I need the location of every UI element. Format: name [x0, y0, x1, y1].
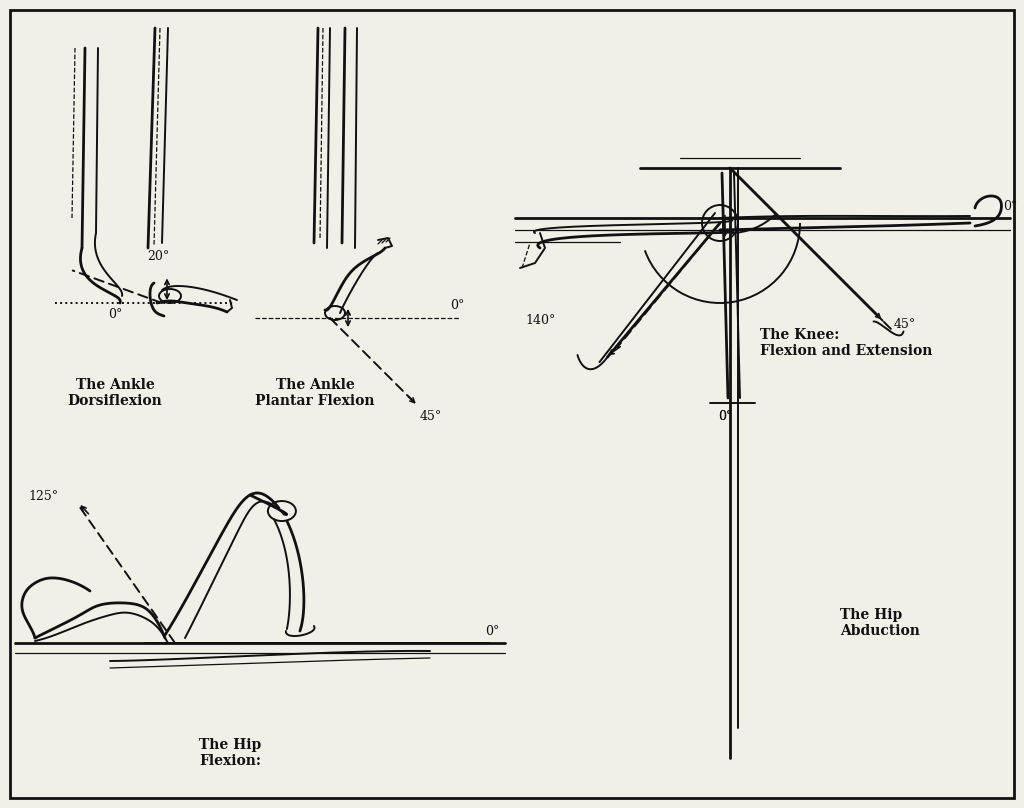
Text: The Ankle
Dorsiflexion: The Ankle Dorsiflexion	[68, 378, 163, 408]
Text: The Hip
Flexion:: The Hip Flexion:	[199, 738, 261, 768]
Text: 0°: 0°	[718, 410, 732, 423]
Text: 45°: 45°	[420, 410, 442, 423]
Text: 0°: 0°	[108, 308, 122, 321]
Text: The Ankle
Plantar Flexion: The Ankle Plantar Flexion	[255, 378, 375, 408]
Circle shape	[702, 205, 738, 241]
Text: The Hip
Abduction: The Hip Abduction	[840, 608, 920, 638]
Text: 20°: 20°	[147, 250, 169, 263]
Text: 0°: 0°	[718, 410, 732, 423]
Ellipse shape	[325, 306, 345, 320]
Text: 140°: 140°	[525, 314, 555, 327]
Text: 125°: 125°	[28, 490, 58, 503]
Ellipse shape	[268, 501, 296, 521]
Ellipse shape	[159, 289, 181, 303]
Text: 0°: 0°	[485, 625, 500, 638]
Text: 0°: 0°	[1002, 200, 1018, 213]
Text: The Knee:
Flexion and Extension: The Knee: Flexion and Extension	[760, 328, 933, 358]
Text: 45°: 45°	[894, 318, 915, 331]
Text: 0°: 0°	[450, 299, 464, 312]
